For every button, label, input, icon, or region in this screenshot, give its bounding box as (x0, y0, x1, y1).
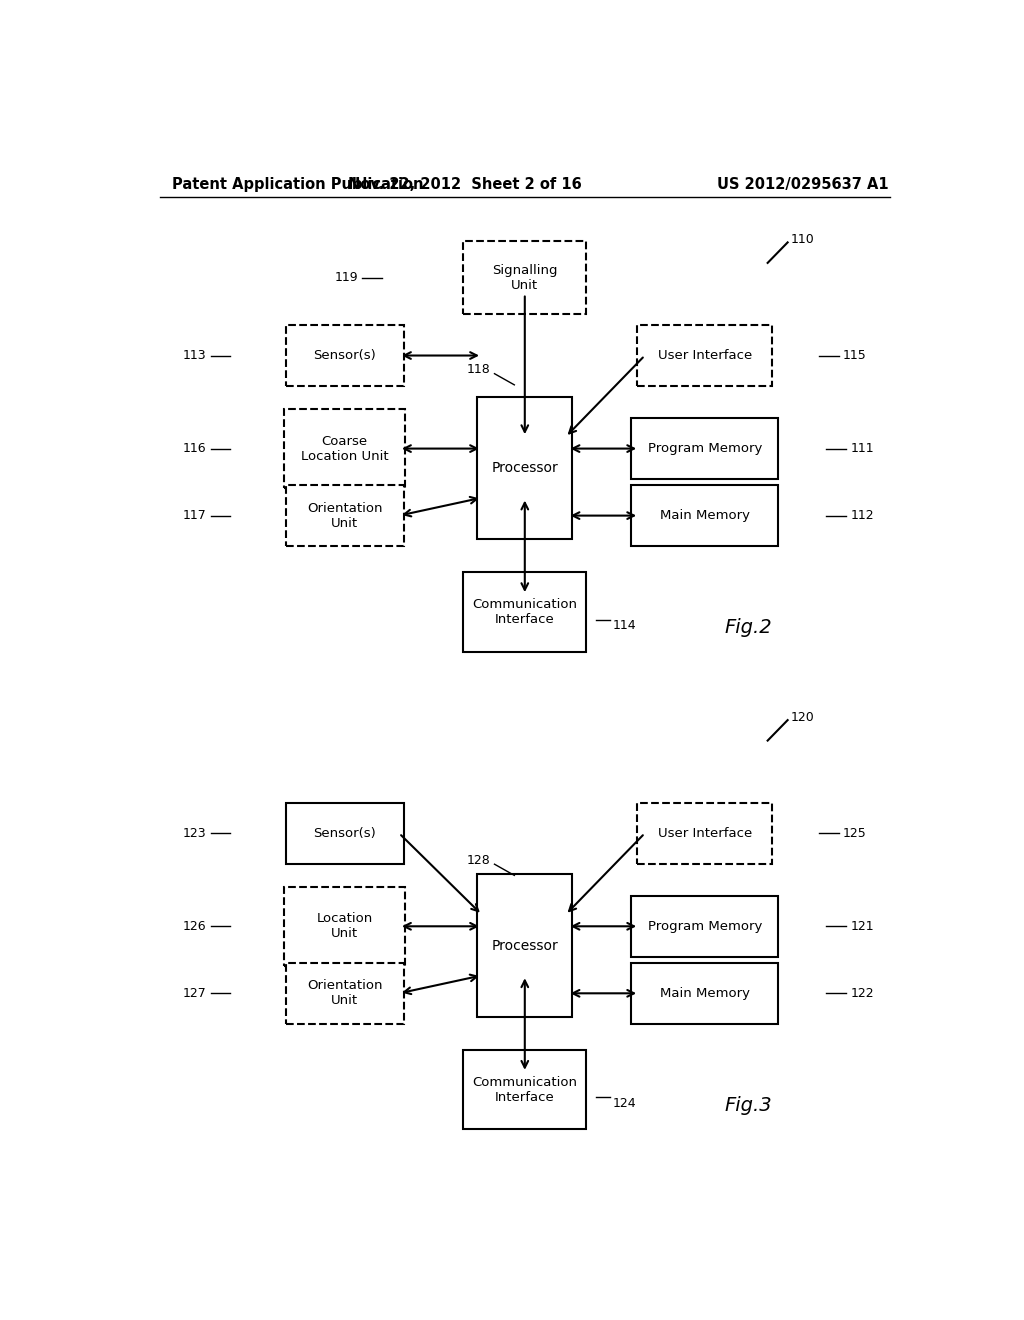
FancyBboxPatch shape (632, 486, 778, 546)
FancyBboxPatch shape (632, 418, 778, 479)
FancyBboxPatch shape (477, 874, 572, 1016)
Text: 118: 118 (467, 363, 490, 376)
Text: 128: 128 (467, 854, 490, 867)
Text: 124: 124 (612, 1097, 636, 1110)
Text: Coarse
Location Unit: Coarse Location Unit (301, 434, 389, 462)
Text: User Interface: User Interface (657, 348, 752, 362)
Text: Processor: Processor (492, 939, 558, 953)
Text: 119: 119 (335, 272, 358, 284)
Text: 113: 113 (183, 348, 207, 362)
Text: Location
Unit: Location Unit (316, 912, 373, 940)
FancyBboxPatch shape (463, 242, 587, 314)
Text: 117: 117 (183, 510, 207, 523)
Text: 127: 127 (183, 987, 207, 999)
Text: 112: 112 (850, 510, 873, 523)
Text: Main Memory: Main Memory (659, 987, 750, 999)
Text: 123: 123 (183, 826, 207, 840)
FancyBboxPatch shape (637, 803, 772, 863)
Text: US 2012/0295637 A1: US 2012/0295637 A1 (717, 177, 889, 193)
Text: Communication
Interface: Communication Interface (472, 1076, 578, 1104)
Text: Program Memory: Program Memory (647, 442, 762, 455)
Text: 122: 122 (850, 987, 873, 999)
Text: Processor: Processor (492, 461, 558, 475)
Text: 120: 120 (791, 710, 814, 723)
Text: 114: 114 (612, 619, 636, 632)
FancyBboxPatch shape (477, 396, 572, 539)
Text: User Interface: User Interface (657, 826, 752, 840)
Text: 116: 116 (183, 442, 207, 455)
Text: 121: 121 (850, 920, 873, 933)
Text: Main Memory: Main Memory (659, 510, 750, 523)
Text: Sensor(s): Sensor(s) (313, 348, 376, 362)
FancyBboxPatch shape (637, 325, 772, 385)
FancyBboxPatch shape (463, 573, 587, 652)
Text: Nov. 22, 2012  Sheet 2 of 16: Nov. 22, 2012 Sheet 2 of 16 (348, 177, 583, 193)
Text: Orientation
Unit: Orientation Unit (307, 502, 383, 529)
Text: 110: 110 (791, 232, 814, 246)
FancyBboxPatch shape (632, 962, 778, 1024)
Text: Program Memory: Program Memory (647, 920, 762, 933)
FancyBboxPatch shape (285, 409, 406, 488)
Text: Communication
Interface: Communication Interface (472, 598, 578, 626)
Text: Fig.3: Fig.3 (725, 1096, 772, 1115)
Text: 111: 111 (850, 442, 873, 455)
FancyBboxPatch shape (286, 803, 403, 863)
FancyBboxPatch shape (286, 962, 403, 1024)
FancyBboxPatch shape (285, 887, 406, 966)
FancyBboxPatch shape (463, 1051, 587, 1130)
FancyBboxPatch shape (286, 325, 403, 385)
FancyBboxPatch shape (632, 896, 778, 957)
Text: 115: 115 (843, 348, 866, 362)
Text: Sensor(s): Sensor(s) (313, 826, 376, 840)
FancyBboxPatch shape (286, 486, 403, 546)
Text: Orientation
Unit: Orientation Unit (307, 979, 383, 1007)
Text: 126: 126 (183, 920, 207, 933)
Text: Fig.2: Fig.2 (725, 618, 772, 638)
Text: Signalling
Unit: Signalling Unit (493, 264, 557, 292)
Text: 125: 125 (843, 826, 866, 840)
Text: Patent Application Publication: Patent Application Publication (172, 177, 423, 193)
